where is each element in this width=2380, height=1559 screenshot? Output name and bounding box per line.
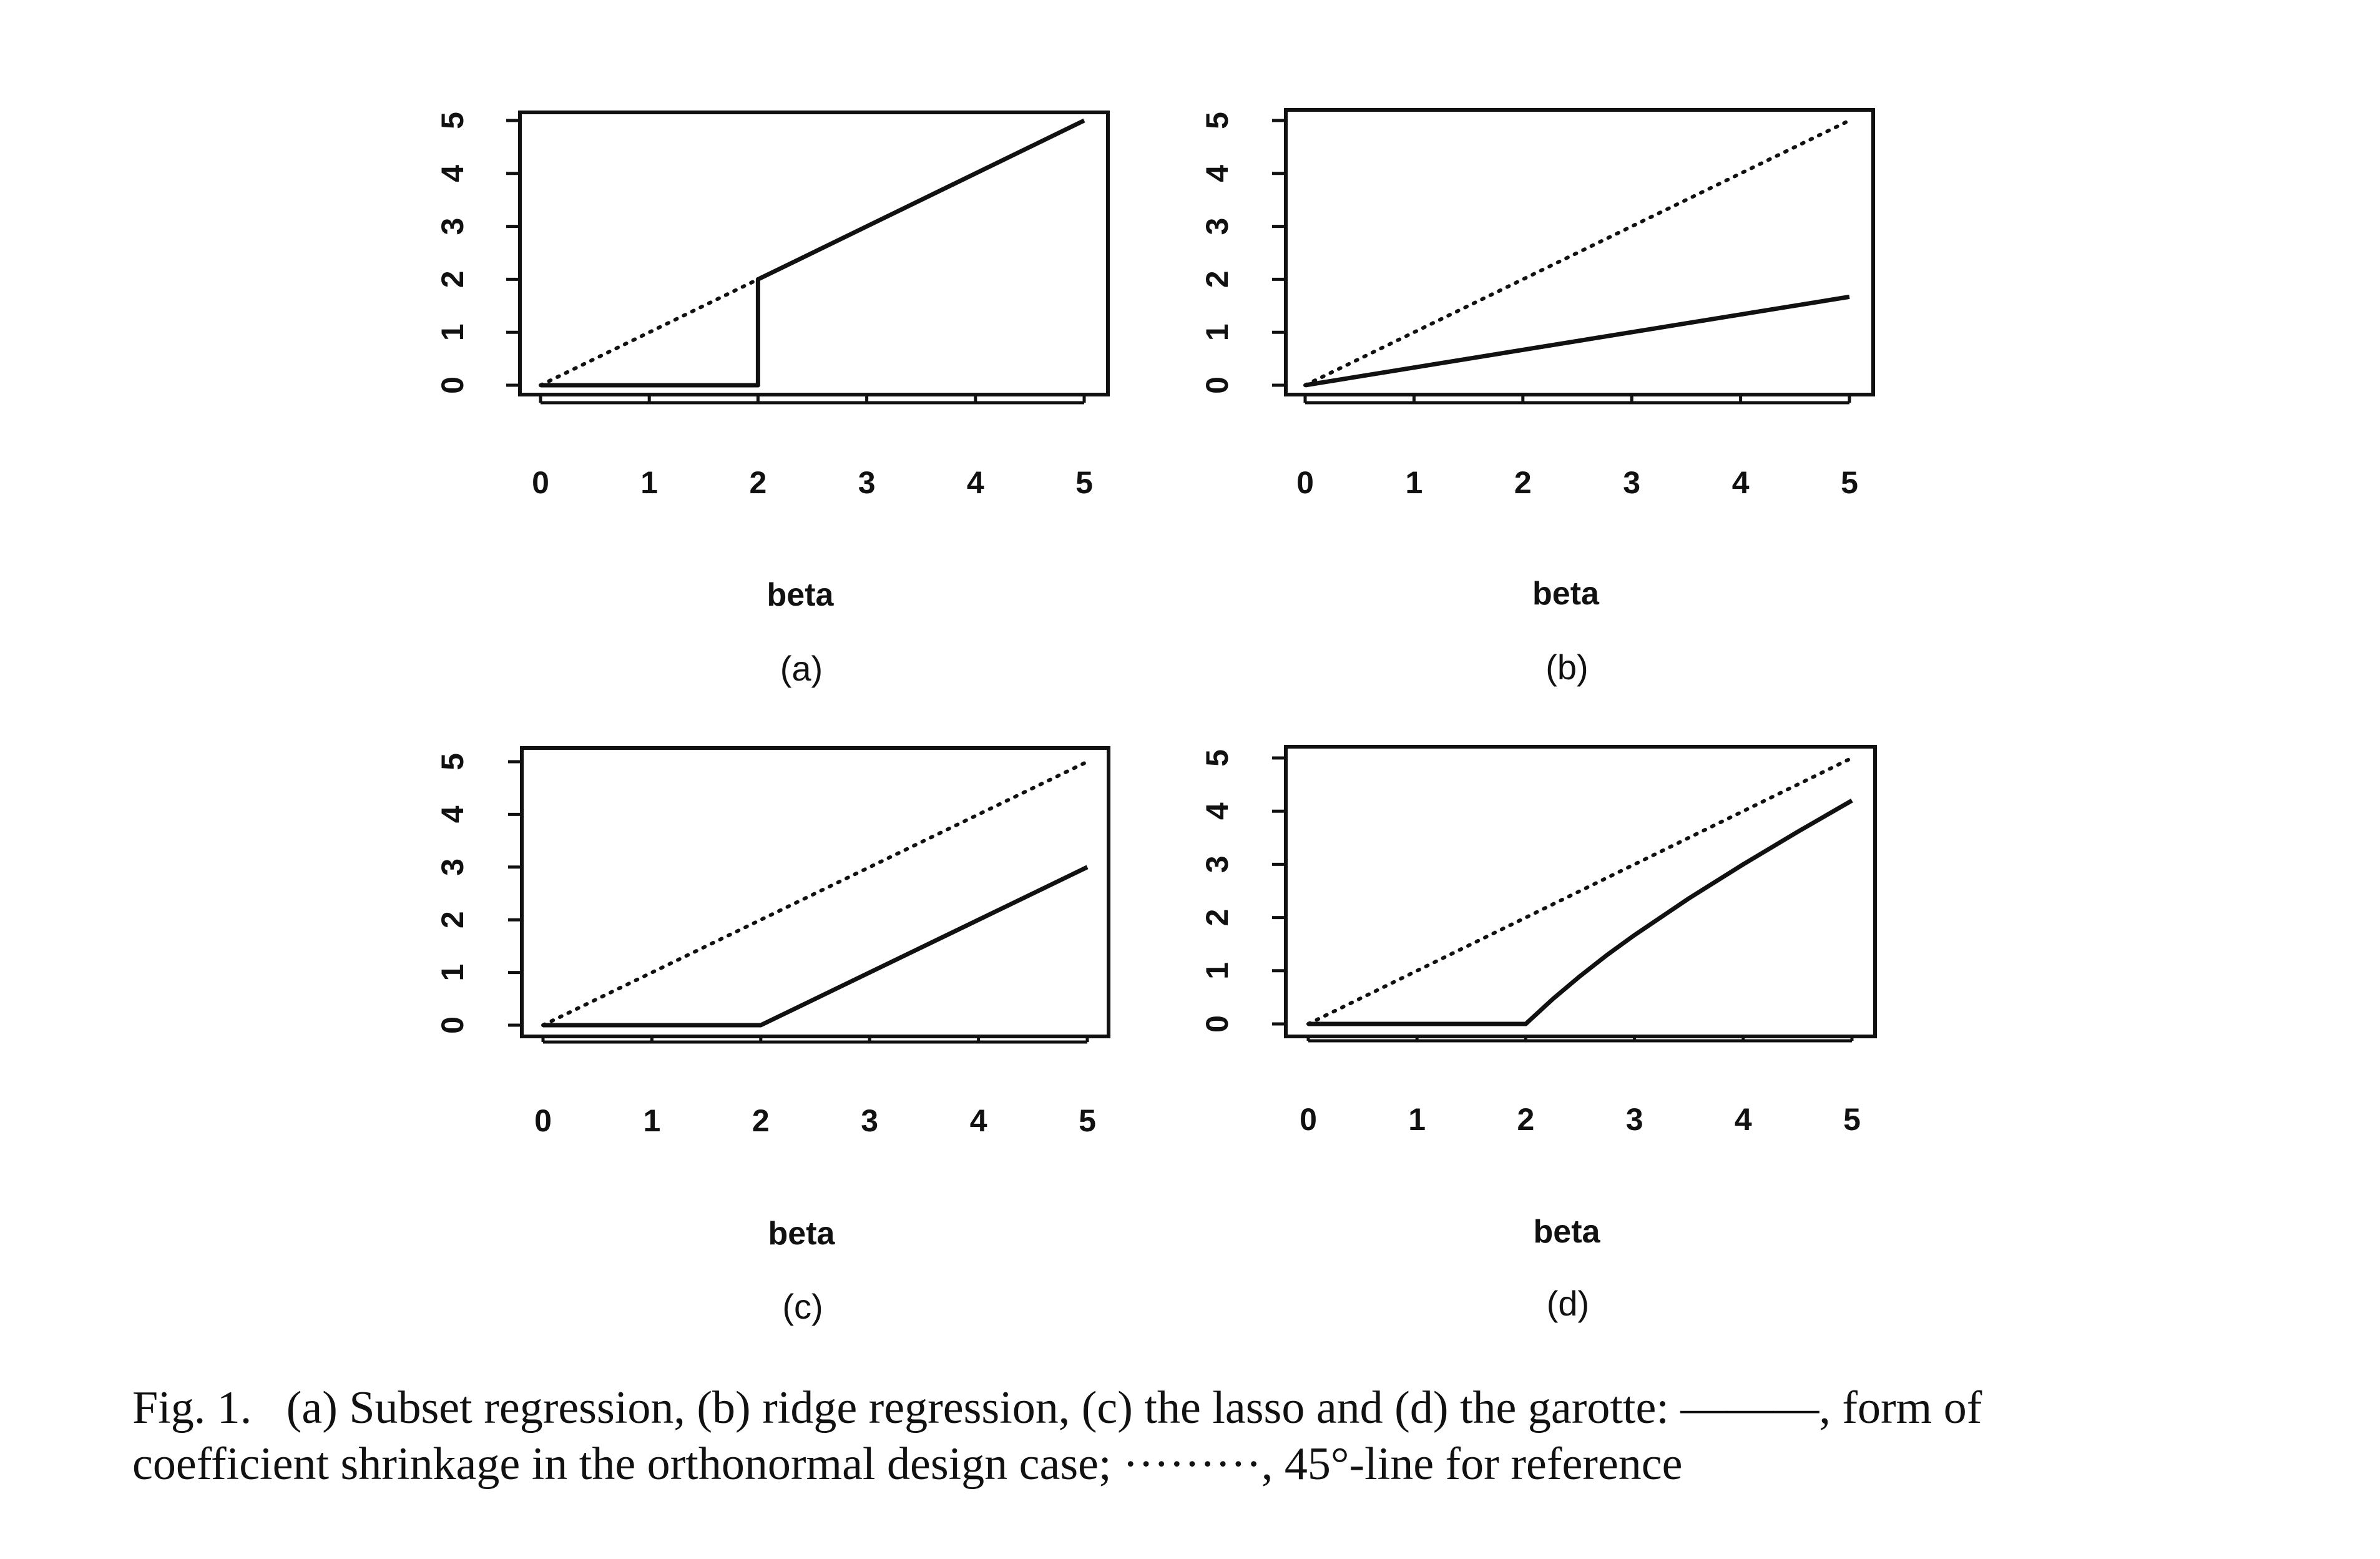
y-tick-label: 2 (435, 911, 470, 928)
y-tick-label: 0 (435, 376, 470, 394)
panel-label: (a) (780, 649, 823, 688)
shrinkage-curve (1308, 799, 1853, 1026)
shrinkage-curve (543, 865, 1089, 1028)
y-tick-label: 4 (1200, 165, 1235, 182)
caption-line-2: coefficient shrinkage in the orthonormal… (132, 1436, 2217, 1492)
x-tick-label: 0 (534, 1103, 552, 1138)
y-tick-label: 2 (435, 270, 470, 288)
y-tick-label: 5 (435, 753, 470, 770)
reference-45-degree-line (1303, 119, 1851, 387)
y-tick-label: 1 (1200, 962, 1235, 980)
reference-45-degree-line (539, 119, 1086, 387)
shrinkage-curve (1305, 294, 1850, 388)
x-tick-label: 4 (1732, 465, 1750, 500)
x-tick-label: 2 (1514, 465, 1532, 500)
y-tick-label: 3 (435, 218, 470, 235)
y-tick-label: 0 (435, 1016, 470, 1034)
y-tick-label: 4 (435, 165, 470, 182)
chart-panel-a: 0 1 2 3 4 5 0 1 2 3 4 5 beta (a) (435, 111, 1110, 688)
x-tick-label: 5 (1843, 1102, 1861, 1137)
y-tick-label: 3 (1200, 218, 1235, 235)
x-tick-label: 5 (1079, 1103, 1096, 1138)
caption-line-2-text: coefficient shrinkage in the orthonormal… (132, 1439, 1683, 1490)
x-tick-label: 3 (858, 465, 876, 500)
y-tick-label: 0 (1200, 376, 1235, 394)
x-tick-label: 1 (640, 465, 658, 500)
plot-frame (1284, 745, 1877, 1038)
x-tick-label: 5 (1841, 465, 1858, 500)
x-tick-label: 3 (1623, 465, 1640, 500)
x-tick-label: 5 (1075, 465, 1093, 500)
y-tick-label: 4 (435, 805, 470, 823)
x-tick-label: 4 (970, 1103, 987, 1138)
x-tick-label: 2 (749, 465, 766, 500)
panel-label: (b) (1545, 647, 1588, 687)
y-tick-label: 1 (1200, 323, 1235, 341)
x-tick-label: 1 (1405, 465, 1423, 500)
x-tick-label: 4 (1735, 1102, 1752, 1137)
y-tick-label: 5 (1200, 749, 1235, 767)
x-tick-label: 3 (861, 1103, 878, 1138)
x-tick-label: 0 (532, 465, 549, 500)
y-tick-label: 3 (435, 858, 470, 876)
y-tick-label: 0 (1200, 1015, 1235, 1033)
plot-frame (518, 111, 1110, 396)
caption-line-1: Fig. 1. (a) Subset regression, (b) ridge… (132, 1380, 2217, 1436)
x-tick-label: 0 (1296, 465, 1314, 500)
x-tick-label: 4 (967, 465, 984, 500)
x-tick-label: 1 (1408, 1102, 1426, 1137)
panel-label: (c) (782, 1287, 823, 1326)
y-tick-label: 3 (1200, 855, 1235, 873)
y-tick-label: 5 (1200, 112, 1235, 129)
x-axis-label: beta (768, 1216, 836, 1252)
x-tick-label: 2 (752, 1103, 770, 1138)
panel-label: (d) (1547, 1284, 1589, 1323)
x-axis-label: beta (1532, 576, 1600, 612)
y-tick-label: 1 (435, 323, 470, 341)
chart-panel-d: 0 1 2 3 4 5 0 1 2 3 4 5 beta (d) (1200, 745, 1877, 1323)
x-axis-label: beta (1534, 1214, 1601, 1250)
figure-caption: Fig. 1. (a) Subset regression, (b) ridge… (132, 1380, 2217, 1492)
y-tick-label: 2 (1200, 270, 1235, 288)
y-tick-label: 2 (1200, 909, 1235, 927)
chart-panel-b: 0 1 2 3 4 5 0 1 2 3 4 5 beta (b) (1200, 108, 1875, 687)
chart-panel-c: 0 1 2 3 4 5 0 1 2 3 4 5 beta (c) (435, 746, 1110, 1326)
x-axis-label: beta (767, 577, 835, 613)
x-tick-label: 3 (1626, 1102, 1643, 1137)
x-tick-label: 1 (643, 1103, 660, 1138)
y-tick-label: 4 (1200, 802, 1235, 820)
x-tick-label: 2 (1517, 1102, 1534, 1137)
y-tick-label: 5 (435, 112, 470, 129)
reference-45-degree-line (541, 760, 1089, 1027)
plot-frame (1284, 108, 1875, 396)
y-tick-label: 1 (435, 964, 470, 981)
caption-line-1-text: Fig. 1. (a) Subset regression, (b) ridge… (132, 1382, 1982, 1434)
x-tick-label: 0 (1300, 1102, 1317, 1137)
plot-frame (520, 746, 1110, 1038)
reference-45-degree-line (1306, 756, 1854, 1026)
